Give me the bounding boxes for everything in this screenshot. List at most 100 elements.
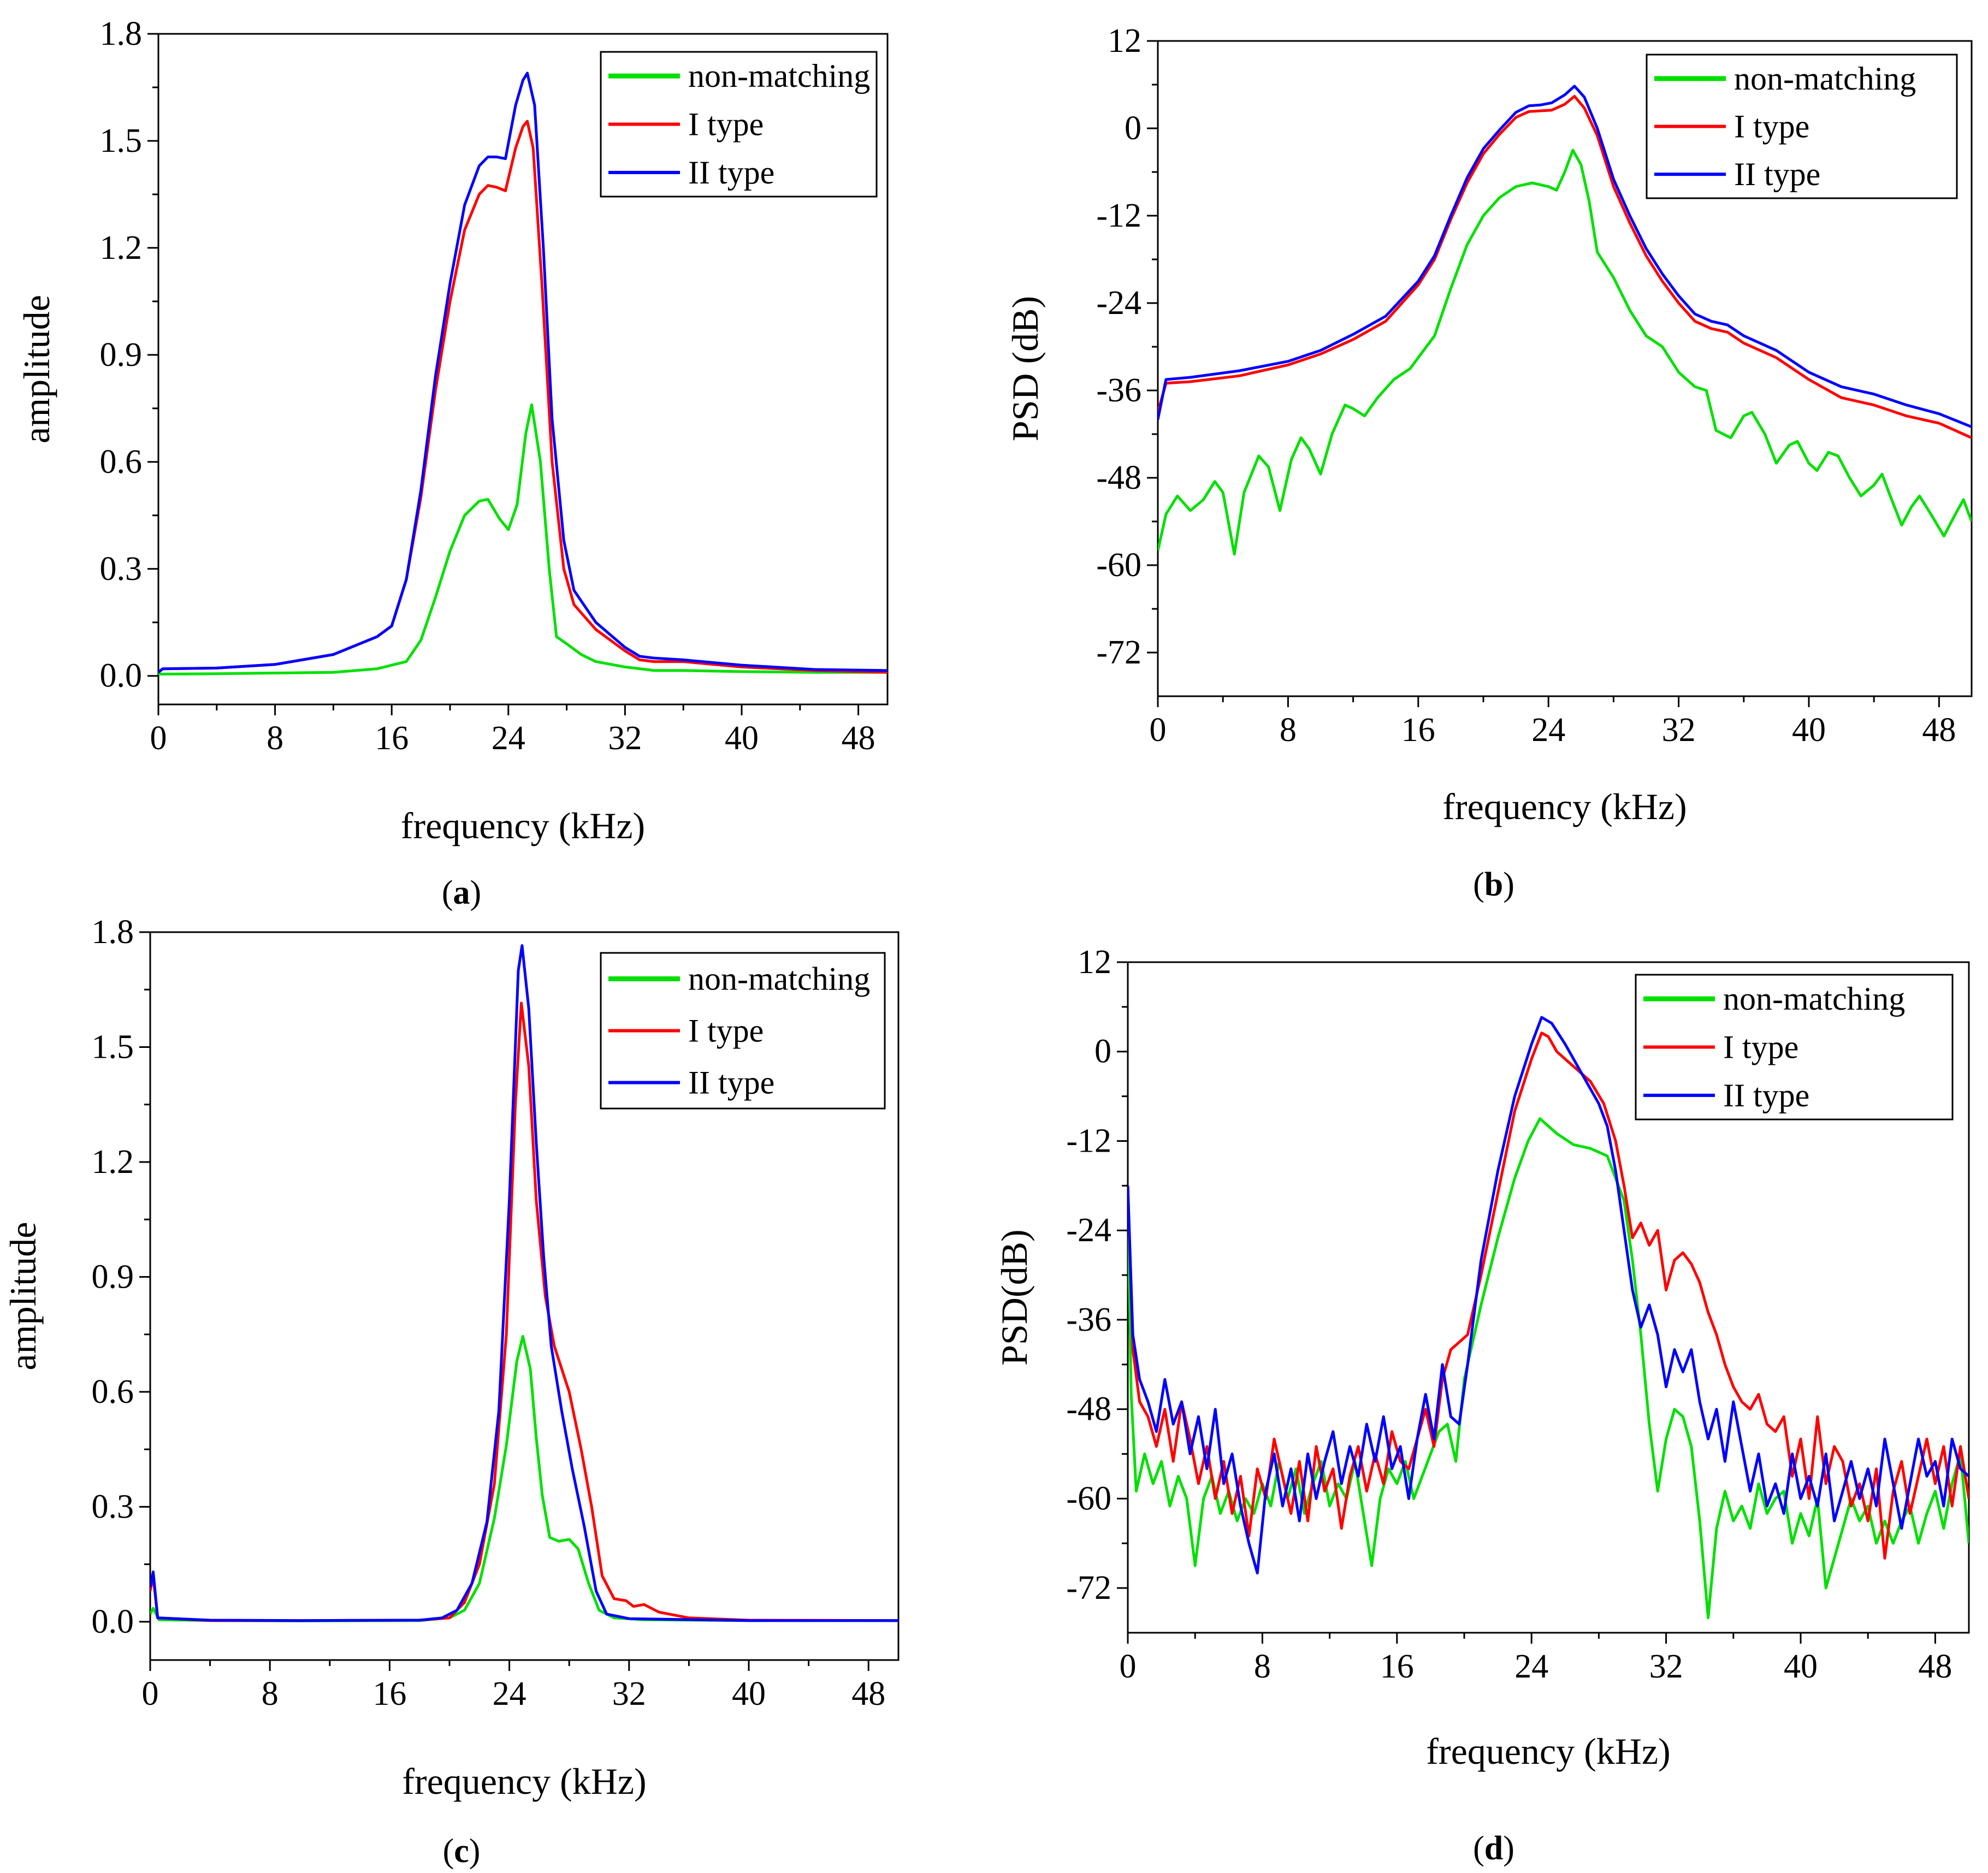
y-tick-label-a: 0.3 bbox=[100, 550, 143, 588]
y-tick-label-a: 0.9 bbox=[100, 336, 143, 374]
x-tick-label-b: 40 bbox=[1792, 712, 1826, 749]
y-tick-label-c: 0.6 bbox=[92, 1373, 134, 1410]
legend-label-non-matching-c: non-matching bbox=[688, 961, 870, 997]
y-tick-label-d: 0 bbox=[1094, 1033, 1111, 1070]
x-tick-label-c: 48 bbox=[851, 1675, 885, 1712]
y-axis-label-a: amplitude bbox=[16, 295, 57, 443]
panel-label-d: (d) bbox=[1473, 1830, 1514, 1867]
x-tick-label-c: 32 bbox=[612, 1675, 646, 1712]
x-tick-label-b: 16 bbox=[1401, 712, 1435, 749]
x-tick-label-b: 8 bbox=[1280, 712, 1297, 749]
x-tick-label-b: 32 bbox=[1662, 712, 1696, 749]
series-line-i-type-b bbox=[1158, 94, 1972, 439]
series-line-ii-type-d bbox=[1128, 1016, 1969, 1575]
series-group-a bbox=[158, 72, 887, 675]
x-tick-label-b: 24 bbox=[1531, 712, 1565, 749]
legend-c: non-matching I type II type bbox=[600, 952, 886, 1110]
x-tick-label-a: 24 bbox=[492, 720, 525, 757]
plot-frame-a bbox=[157, 33, 889, 706]
y-tick-label-d: -24 bbox=[1066, 1212, 1111, 1249]
x-tick-label-c: 16 bbox=[372, 1675, 406, 1712]
legend-label-non-matching-a: non-matching bbox=[688, 58, 870, 94]
y-tick-label-b: -60 bbox=[1096, 547, 1141, 584]
legend-label-i-type-a: I type bbox=[688, 106, 764, 143]
series-line-non-matching-b bbox=[1158, 149, 1972, 556]
series-line-ii-type-c bbox=[150, 944, 898, 1622]
panel-label-c: (c) bbox=[443, 1833, 481, 1870]
x-tick-label-c: 24 bbox=[493, 1675, 526, 1712]
y-tick-label-d: -12 bbox=[1066, 1122, 1111, 1159]
series-line-ii-type-b bbox=[1158, 85, 1972, 429]
x-tick-label-a: 8 bbox=[267, 720, 283, 757]
y-tick-label-a: 0.0 bbox=[100, 657, 143, 695]
x-tick-label-a: 40 bbox=[725, 720, 759, 757]
plot-frame-b bbox=[1157, 40, 1973, 697]
series-line-i-type-d bbox=[1128, 1032, 1969, 1560]
legend-label-i-type-d: I type bbox=[1723, 1029, 1798, 1065]
legend-label-ii-type-d: II type bbox=[1723, 1077, 1809, 1113]
y-tick-label-d: -72 bbox=[1066, 1569, 1111, 1607]
y-tick-label-d: -60 bbox=[1066, 1480, 1111, 1517]
panel-d: 0 8 16 24 32 40 48 12 0 -12 -24 -36 -48 -60 -72 frequen… bbox=[993, 944, 1970, 1867]
x-tick-label-d: 32 bbox=[1649, 1648, 1683, 1685]
y-tick-label-c: 1.5 bbox=[92, 1028, 134, 1065]
y-tick-label-c: 1.2 bbox=[92, 1143, 134, 1181]
series-line-non-matching-d bbox=[1128, 1117, 1969, 1620]
y-axis-label-d: PSD(dB) bbox=[993, 1229, 1035, 1365]
x-tick-label-b: 0 bbox=[1150, 712, 1167, 749]
x-tick-label-d: 0 bbox=[1120, 1648, 1137, 1685]
x-tick-label-d: 16 bbox=[1380, 1648, 1414, 1685]
x-axis-label-d: frequency (kHz) bbox=[1426, 1730, 1670, 1772]
x-tick-label-d: 24 bbox=[1514, 1648, 1548, 1685]
panel-c: 0 8 16 24 32 40 48 0.0 0.3 0.6 0.9 1.2 1.5 1.8 frequen… bbox=[2, 914, 900, 1870]
y-tick-label-c: 0.3 bbox=[92, 1488, 134, 1525]
x-tick-label-c: 40 bbox=[732, 1675, 766, 1712]
x-tick-label-d: 40 bbox=[1784, 1648, 1818, 1685]
x-tick-label-d: 8 bbox=[1254, 1648, 1271, 1685]
y-tick-label-c: 0.9 bbox=[92, 1258, 134, 1295]
y-axis-label-b: PSD (dB) bbox=[1004, 296, 1046, 441]
legend-d: non-matching I type II type bbox=[1635, 974, 1954, 1121]
y-tick-label-b: 0 bbox=[1125, 110, 1141, 147]
panel-a: 0 8 16 24 32 40 48 0.0 0.3 0.6 0.9 1.2 1.5 1.8 frequen… bbox=[16, 15, 889, 911]
x-axis-label-c: frequency (kHz) bbox=[402, 1761, 646, 1802]
x-tick-label-d: 48 bbox=[1918, 1648, 1952, 1685]
y-tick-label-b: 12 bbox=[1108, 22, 1141, 60]
y-tick-label-d: -36 bbox=[1066, 1301, 1111, 1338]
x-tick-label-a: 16 bbox=[375, 720, 409, 757]
legend-label-ii-type-a: II type bbox=[688, 155, 774, 191]
legend-label-i-type-b: I type bbox=[1734, 109, 1809, 145]
plot-frame-c bbox=[149, 931, 900, 1661]
y-tick-label-b: -72 bbox=[1096, 634, 1141, 671]
x-tick-label-a: 0 bbox=[150, 720, 167, 757]
series-line-i-type-a bbox=[158, 120, 887, 674]
legend-label-i-type-c: I type bbox=[688, 1013, 764, 1049]
legend-label-ii-type-b: II type bbox=[1734, 156, 1820, 192]
y-tick-label-b: -36 bbox=[1096, 372, 1141, 409]
legend-b: non-matching I type II type bbox=[1646, 54, 1958, 199]
x-axis-label-a: frequency (kHz) bbox=[401, 805, 645, 846]
x-tick-label-a: 48 bbox=[842, 720, 875, 757]
y-tick-label-b: -12 bbox=[1096, 197, 1141, 234]
x-axis-label-b: frequency (kHz) bbox=[1442, 786, 1687, 827]
plot-frame-d bbox=[1127, 961, 1970, 1634]
y-tick-label-d: 12 bbox=[1078, 944, 1111, 981]
y-tick-label-c: 0.0 bbox=[92, 1603, 134, 1640]
panel-label-a: (a) bbox=[442, 874, 481, 911]
y-tick-label-a: 1.2 bbox=[100, 229, 143, 266]
y-tick-label-b: -48 bbox=[1096, 459, 1141, 496]
y-tick-label-b: -24 bbox=[1096, 284, 1141, 322]
series-line-non-matching-a bbox=[158, 403, 887, 675]
y-tick-label-d: -48 bbox=[1066, 1391, 1111, 1428]
legend-a: non-matching I type II type bbox=[600, 51, 878, 198]
x-tick-label-b: 48 bbox=[1922, 712, 1956, 749]
series-line-non-matching-c bbox=[150, 1335, 898, 1622]
y-axis-label-c: amplitude bbox=[2, 1222, 44, 1371]
x-tick-label-a: 32 bbox=[608, 720, 642, 757]
panel-label-b: (b) bbox=[1473, 866, 1514, 903]
y-tick-label-c: 1.8 bbox=[92, 914, 134, 951]
legend-label-non-matching-d: non-matching bbox=[1723, 981, 1905, 1017]
y-tick-label-a: 0.6 bbox=[100, 443, 143, 481]
series-group-d bbox=[1128, 1016, 1969, 1620]
series-group-c bbox=[150, 944, 898, 1622]
